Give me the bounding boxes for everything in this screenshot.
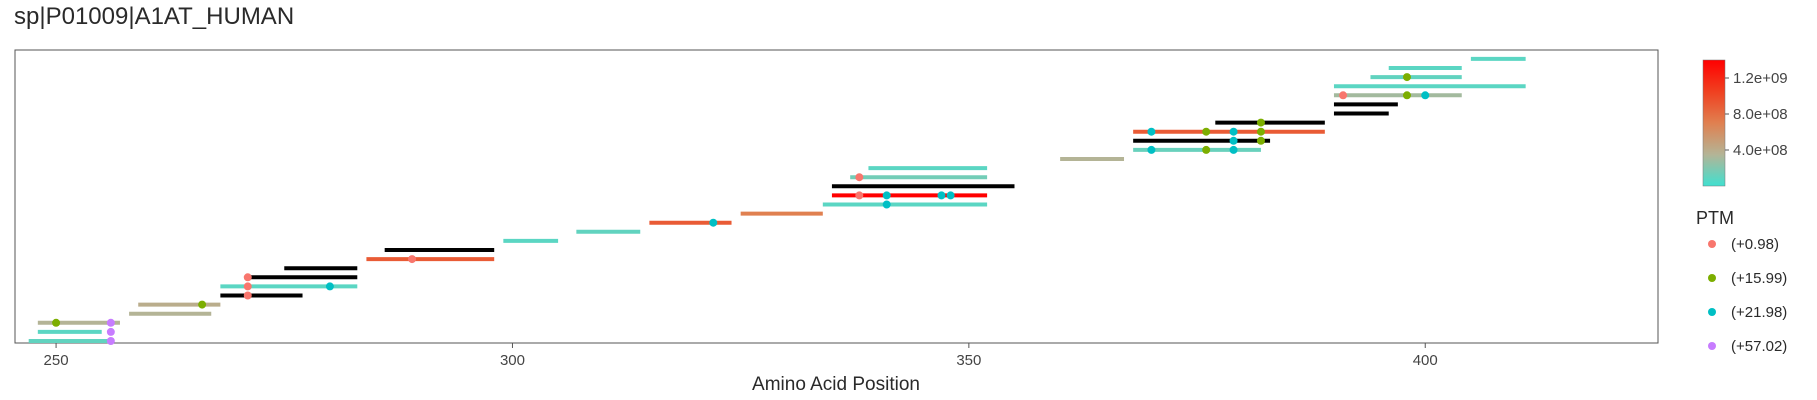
chart-title: sp|P01009|A1AT_HUMAN — [14, 3, 294, 30]
ptm-point-30 — [1421, 91, 1430, 100]
legend-label-2: (+15.99) — [1731, 270, 1787, 287]
ptm-point-9 — [243, 273, 252, 282]
x-axis-label: Amino Acid Position — [752, 374, 920, 395]
ptm-point-4 — [106, 318, 115, 327]
ptm-point-11 — [709, 218, 718, 227]
legend-items: (+0.98) (+15.99) (+21.98) (+57.02) — [1708, 236, 1787, 355]
ptm-point-10 — [408, 255, 417, 264]
ptm-point-15 — [937, 191, 946, 200]
ptm-point-2 — [106, 327, 115, 336]
legend-marker-4 — [1708, 342, 1716, 350]
ptm-point-22 — [1256, 136, 1265, 145]
x-tick-label-400: 400 — [1413, 352, 1438, 369]
ptm-point-8 — [325, 282, 334, 291]
ptm-point-14 — [882, 191, 891, 200]
legend-label-1: (+0.98) — [1731, 236, 1779, 253]
ptm-point-29 — [1402, 91, 1411, 100]
ptm-point-19 — [1202, 145, 1211, 154]
ptm-points — [52, 73, 1430, 345]
colorbar-tick-label-1: 4.0e+08 — [1733, 142, 1788, 159]
x-axis: 250 300 350 400 — [44, 343, 1438, 369]
legend-label-3: (+21.98) — [1731, 304, 1787, 321]
legend-marker-3 — [1708, 308, 1716, 316]
x-tick-label-250: 250 — [44, 352, 69, 369]
ptm-point-26 — [1256, 127, 1265, 136]
ptm-point-17 — [855, 173, 864, 182]
legend-label-4: (+57.02) — [1731, 338, 1787, 355]
legend-marker-1 — [1708, 240, 1716, 248]
colorbar-ticks: 4.0e+08 8.0e+08 1.2e+09 — [1725, 70, 1788, 159]
ptm-point-24 — [1202, 127, 1211, 136]
ptm-point-23 — [1147, 127, 1156, 136]
ptm-point-6 — [243, 291, 252, 300]
legend-title: PTM — [1696, 208, 1734, 228]
colorbar-tick-label-2: 8.0e+08 — [1733, 106, 1788, 123]
ptm-point-7 — [243, 282, 252, 291]
x-tick-label-300: 300 — [500, 352, 525, 369]
colorbar: 4.0e+08 8.0e+08 1.2e+09 — [1702, 59, 1788, 187]
ptm-point-16 — [946, 191, 955, 200]
legend-marker-2 — [1708, 274, 1716, 282]
ptm-point-31 — [1402, 73, 1411, 82]
colorbar-tick-label-3: 1.2e+09 — [1733, 70, 1788, 87]
ptm-point-13 — [855, 191, 864, 200]
ptm-point-27 — [1256, 118, 1265, 127]
ptm-point-5 — [198, 300, 207, 309]
ptm-point-25 — [1229, 127, 1238, 136]
ptm-point-1 — [106, 337, 115, 345]
x-tick-label-350: 350 — [956, 352, 981, 369]
ptm-point-28 — [1339, 91, 1348, 100]
ptm-point-3 — [52, 318, 61, 327]
ptm-point-20 — [1229, 145, 1238, 154]
colorbar-gradient — [1702, 59, 1726, 187]
ptm-legend: PTM (+0.98) (+15.99) (+21.98) (+57.02) — [1696, 208, 1787, 355]
ptm-point-21 — [1229, 136, 1238, 145]
peptide-segments — [28, 56, 1526, 343]
ptm-point-18 — [1147, 145, 1156, 154]
ptm-point-12 — [882, 200, 891, 209]
